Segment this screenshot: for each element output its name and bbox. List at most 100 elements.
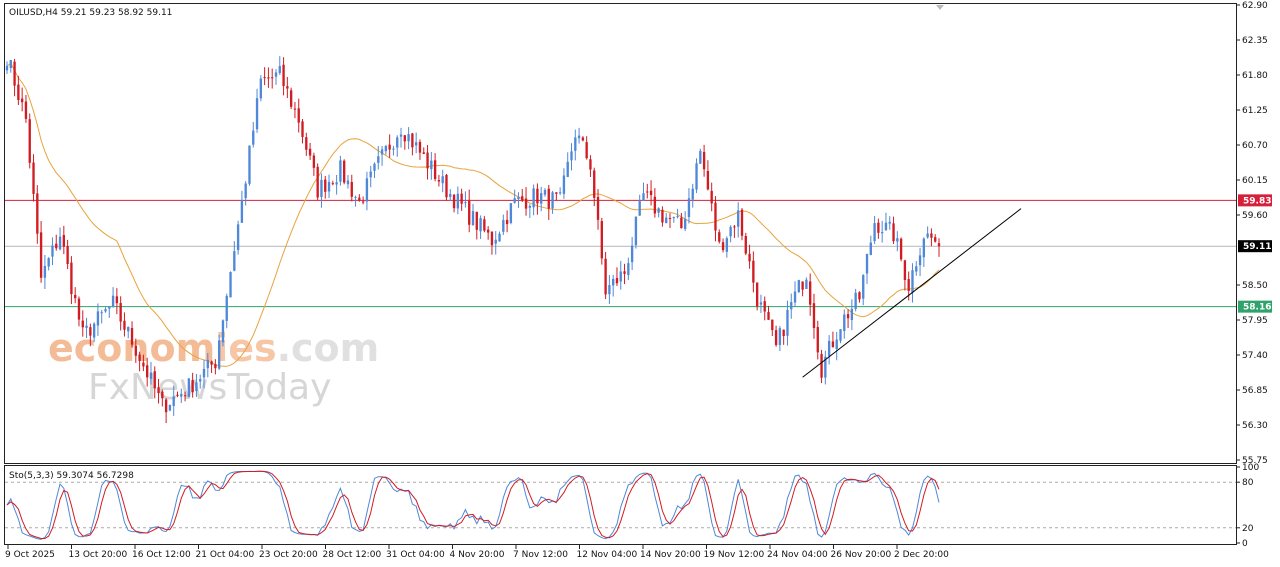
candle — [926, 226, 929, 239]
candle — [638, 194, 641, 216]
candle — [759, 294, 763, 314]
candle — [407, 127, 410, 150]
candle — [710, 182, 713, 212]
candle — [305, 132, 308, 156]
candle — [380, 146, 384, 166]
candle — [146, 357, 149, 387]
time-tick-label: 4 Nov 20:00 — [450, 550, 505, 560]
trendline[interactable] — [802, 208, 1022, 378]
candle — [649, 180, 653, 206]
candle — [414, 132, 418, 154]
candle — [119, 296, 122, 331]
candle — [70, 256, 73, 305]
candle — [426, 145, 429, 180]
candle — [142, 354, 145, 372]
watermark-line2: FxNewsToday — [88, 367, 331, 408]
candle — [755, 282, 759, 311]
candle — [9, 59, 12, 73]
time-tick-label: 24 Nov 04:00 — [767, 550, 828, 560]
candle — [805, 277, 808, 290]
candle — [66, 239, 69, 270]
candle — [331, 180, 334, 186]
candle — [513, 189, 516, 204]
candle — [729, 225, 732, 243]
candle — [320, 173, 323, 208]
candle — [896, 231, 899, 252]
candle — [521, 188, 524, 202]
candle — [536, 183, 539, 215]
candle — [680, 212, 683, 229]
candle — [922, 237, 926, 268]
candle — [74, 287, 77, 304]
candle — [51, 237, 54, 266]
candle — [217, 334, 221, 371]
candle — [13, 58, 16, 97]
candle — [384, 144, 388, 155]
candle — [430, 152, 433, 180]
candle — [369, 165, 372, 188]
candle — [733, 224, 736, 238]
candle — [937, 238, 941, 257]
candle — [793, 281, 797, 307]
candle — [335, 174, 338, 195]
candle — [263, 67, 266, 86]
candle — [278, 56, 281, 75]
candle — [918, 247, 922, 277]
candle — [153, 366, 156, 399]
candle — [240, 190, 244, 223]
candle — [396, 135, 399, 157]
candle — [39, 221, 43, 283]
candle — [744, 232, 747, 256]
candle — [570, 143, 573, 171]
candle — [498, 231, 501, 242]
candle — [547, 184, 550, 220]
candle — [634, 216, 638, 249]
candle — [665, 213, 668, 224]
candle — [862, 274, 865, 306]
candle — [740, 208, 744, 241]
candle — [157, 378, 160, 404]
time-tick-label: 13 Oct 20:00 — [69, 550, 128, 560]
candle — [843, 309, 846, 339]
candle — [365, 171, 369, 211]
candle — [433, 153, 437, 182]
candle — [183, 391, 187, 402]
candle — [225, 293, 228, 329]
candle — [403, 134, 406, 150]
candle — [585, 136, 588, 160]
scroll-marker-icon[interactable] — [936, 5, 944, 10]
candle — [646, 183, 649, 199]
candle — [608, 275, 611, 304]
price-axis: 62.90 62.35 61.80 61.25 60.70 60.15 59.60 58.50… — [1236, 1, 1272, 466]
candle — [236, 220, 240, 255]
candle — [763, 296, 766, 321]
candle — [483, 216, 486, 233]
candle — [343, 159, 346, 185]
candles-layer — [5, 56, 941, 424]
stochastic-tick-label: 20 — [1242, 524, 1254, 534]
candle — [134, 338, 137, 363]
candle — [627, 257, 630, 281]
candle — [786, 300, 789, 346]
candle — [339, 155, 342, 186]
candle — [835, 331, 838, 361]
candle — [581, 136, 585, 142]
candle — [846, 309, 850, 328]
candle — [748, 244, 751, 269]
candle — [289, 87, 293, 110]
candle — [350, 174, 353, 202]
candle — [437, 174, 441, 187]
candle — [574, 129, 577, 161]
candle — [911, 263, 914, 303]
candle — [47, 257, 50, 271]
candle — [271, 68, 274, 89]
candle — [411, 132, 414, 156]
candle — [494, 230, 497, 255]
candle — [615, 267, 619, 287]
candle — [566, 152, 569, 178]
time-tick-label: 26 Nov 20:00 — [831, 550, 892, 560]
candle — [532, 184, 535, 216]
candle — [316, 163, 319, 201]
current-price-tag — [1238, 240, 1272, 253]
